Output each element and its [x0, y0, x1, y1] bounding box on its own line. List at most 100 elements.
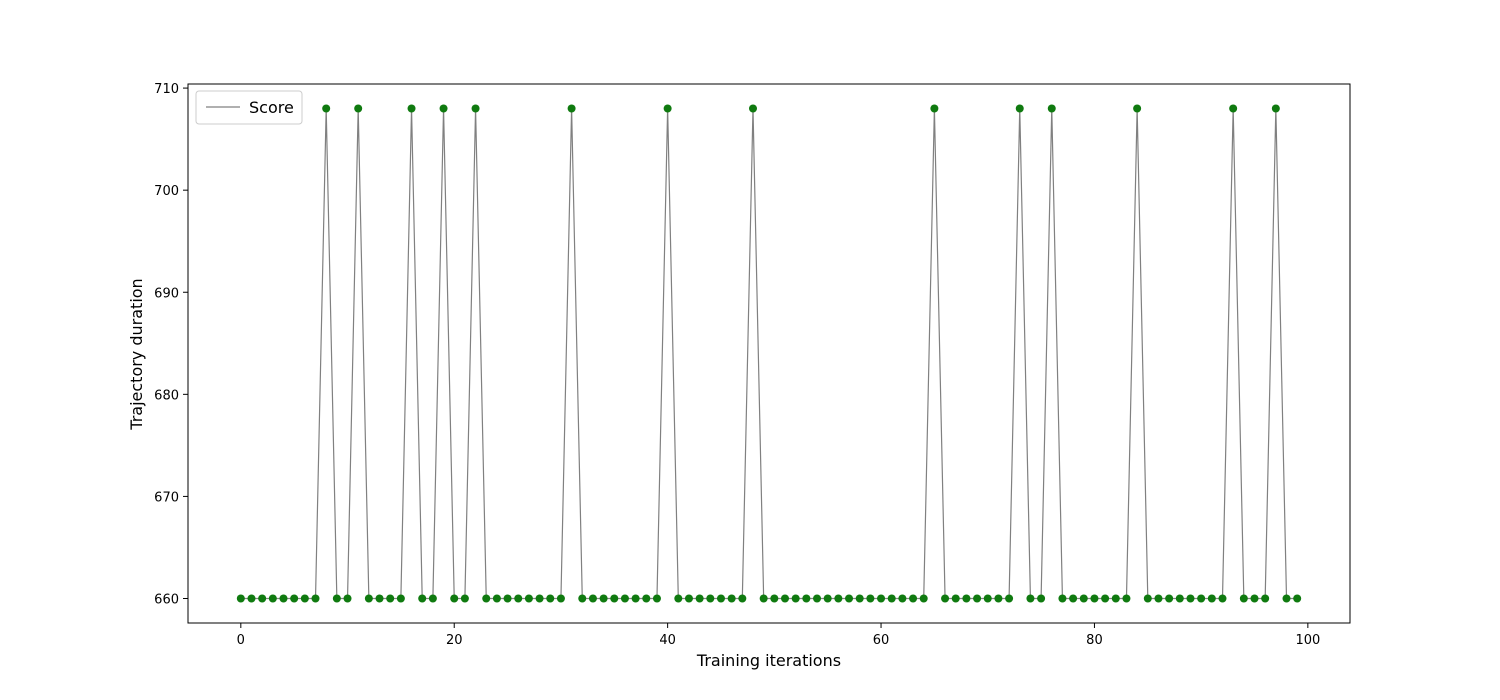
x-tick-label: 20 [446, 633, 463, 648]
data-point [1165, 594, 1174, 603]
data-point [727, 594, 736, 603]
data-point [1261, 594, 1270, 603]
data-point [845, 594, 854, 603]
data-point [791, 594, 800, 603]
data-point [877, 594, 886, 603]
data-point [236, 594, 245, 603]
data-point [1186, 594, 1195, 603]
data-point [1005, 594, 1014, 603]
data-point [1218, 594, 1227, 603]
data-point [279, 594, 288, 603]
legend-label-score: Score [249, 98, 294, 117]
data-point [898, 594, 907, 603]
y-tick-label: 680 [154, 388, 179, 403]
data-point [290, 594, 299, 603]
data-point [1069, 594, 1078, 603]
data-point [802, 594, 811, 603]
data-point [460, 594, 469, 603]
data-point [599, 594, 608, 603]
data-point [706, 594, 715, 603]
data-point [994, 594, 1003, 603]
x-tick-label: 0 [237, 633, 245, 648]
series-line-score [240, 108, 1298, 600]
data-point [962, 594, 971, 603]
data-point [567, 104, 576, 113]
data-point [546, 594, 555, 603]
data-point [695, 594, 704, 603]
data-point [418, 594, 427, 603]
data-point [311, 594, 320, 603]
data-point [855, 594, 864, 603]
plot-background [188, 84, 1350, 623]
legend-box [195, 90, 303, 125]
y-axis-ticks: 660 670 680 690 700 710 [154, 82, 188, 608]
data-point [1197, 594, 1206, 603]
data-point [396, 594, 405, 603]
data-point [1229, 104, 1238, 113]
data-point [866, 594, 875, 603]
y-tick-label: 690 [154, 286, 179, 301]
data-point [941, 594, 950, 603]
data-point [1239, 594, 1248, 603]
data-point [813, 594, 822, 603]
y-axis-title: Trajectory duration [127, 278, 146, 430]
data-point [1026, 594, 1035, 603]
data-point [1079, 594, 1088, 603]
data-point [834, 594, 843, 603]
data-point [652, 594, 661, 603]
data-point [1143, 594, 1152, 603]
data-point [524, 594, 533, 603]
data-point [684, 594, 693, 603]
data-point [1271, 104, 1280, 113]
data-point [354, 104, 363, 113]
data-point [556, 594, 565, 603]
plot-frame [187, 83, 1351, 624]
data-point [247, 594, 256, 603]
data-point [1207, 594, 1216, 603]
data-point [258, 594, 267, 603]
data-point [450, 594, 459, 603]
series-layer [236, 104, 1302, 603]
data-point [268, 594, 277, 603]
data-point [642, 594, 651, 603]
x-tick-label: 60 [873, 633, 890, 648]
data-point [343, 594, 352, 603]
data-point [823, 594, 832, 603]
data-point [482, 594, 491, 603]
y-tick-label: 660 [154, 593, 179, 608]
data-point [1111, 594, 1120, 603]
data-point [578, 594, 587, 603]
data-point [1282, 594, 1291, 603]
data-point [909, 594, 918, 603]
data-point [471, 104, 480, 113]
data-point [716, 594, 725, 603]
data-point [1250, 594, 1259, 603]
data-point [781, 594, 790, 603]
y-tick-label: 670 [154, 490, 179, 505]
data-point [1037, 594, 1046, 603]
data-point [1122, 594, 1131, 603]
data-point [738, 594, 747, 603]
data-point [375, 594, 384, 603]
data-point [951, 594, 960, 603]
data-point [620, 594, 629, 603]
data-point [983, 594, 992, 603]
data-point [407, 104, 416, 113]
data-point [674, 594, 683, 603]
x-axis-title: Training iterations [696, 651, 841, 670]
data-point [1090, 594, 1099, 603]
data-point [503, 594, 512, 603]
data-point [930, 104, 939, 113]
data-point [759, 594, 768, 603]
data-point [1015, 104, 1024, 113]
data-point [588, 594, 597, 603]
x-tick-label: 40 [659, 633, 676, 648]
x-tick-label: 80 [1086, 633, 1103, 648]
data-point [1175, 594, 1184, 603]
data-point [514, 594, 523, 603]
data-point [332, 594, 341, 603]
data-point [610, 594, 619, 603]
data-point [1133, 104, 1142, 113]
data-point [439, 104, 448, 113]
